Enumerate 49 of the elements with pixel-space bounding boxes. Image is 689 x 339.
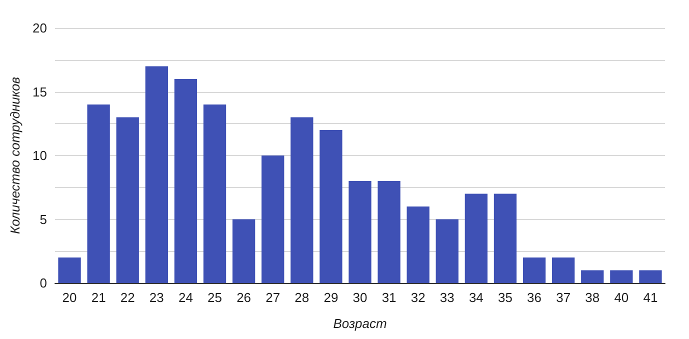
x-tick-label: 25 bbox=[208, 290, 222, 305]
x-tick-label: 34 bbox=[468, 290, 484, 305]
x-tick-label: 33 bbox=[440, 290, 454, 305]
x-tick-label: 40 bbox=[614, 290, 629, 305]
y-tick-label: 15 bbox=[32, 84, 47, 100]
bar bbox=[262, 156, 284, 283]
bar bbox=[610, 270, 633, 283]
x-tick-label: 22 bbox=[120, 290, 135, 305]
x-tick-label: 23 bbox=[149, 290, 164, 305]
x-tick-label: 36 bbox=[527, 290, 542, 305]
y-axis-title: Количество сотрудников bbox=[8, 76, 23, 234]
y-tick-label: 5 bbox=[40, 212, 47, 227]
bar bbox=[348, 181, 372, 283]
x-tick-label: 28 bbox=[294, 290, 310, 305]
y-tick-label: 20 bbox=[32, 20, 47, 36]
bar bbox=[464, 194, 488, 283]
x-tick-label: 32 bbox=[410, 290, 426, 305]
x-tick-label: 31 bbox=[382, 290, 396, 305]
bar bbox=[232, 219, 256, 283]
bar bbox=[639, 270, 662, 283]
x-tick-label: 38 bbox=[585, 290, 600, 305]
bar bbox=[320, 130, 342, 283]
x-tick-label: 30 bbox=[352, 290, 368, 305]
bar bbox=[406, 206, 430, 283]
bar bbox=[494, 194, 517, 283]
bar bbox=[116, 117, 139, 283]
bar bbox=[552, 258, 575, 283]
bar bbox=[436, 219, 458, 283]
x-tick-label: 27 bbox=[266, 290, 280, 305]
bar bbox=[145, 66, 168, 283]
x-tick-label: 20 bbox=[62, 290, 77, 305]
x-tick-label: 21 bbox=[91, 290, 106, 305]
x-tick-label: 35 bbox=[498, 290, 512, 305]
bar bbox=[203, 104, 226, 283]
x-tick-label: 41 bbox=[643, 290, 658, 305]
x-axis-title: Возраст bbox=[333, 316, 387, 331]
bar bbox=[58, 258, 81, 283]
bar bbox=[378, 181, 400, 283]
bar bbox=[522, 258, 546, 283]
y-tick-label: 0 bbox=[40, 276, 47, 290]
x-tick-label: 24 bbox=[178, 290, 193, 305]
bar bbox=[290, 117, 314, 283]
x-tick-label: 26 bbox=[236, 290, 252, 305]
bar bbox=[581, 270, 604, 283]
bar bbox=[174, 79, 198, 283]
bar bbox=[87, 104, 110, 283]
x-tick-label: 37 bbox=[556, 290, 571, 305]
y-tick-label: 10 bbox=[32, 148, 47, 163]
x-tick-label: 29 bbox=[324, 290, 338, 305]
